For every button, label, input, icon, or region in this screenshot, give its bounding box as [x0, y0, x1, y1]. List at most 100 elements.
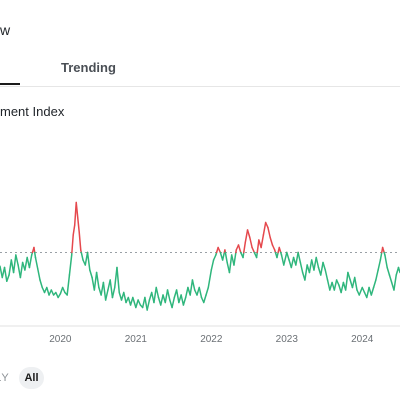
series-segment [95, 271, 100, 289]
series-segment [72, 224, 76, 236]
series-segment [286, 251, 290, 261]
series-segment [78, 231, 82, 251]
series-segment [104, 289, 109, 301]
series-segment [269, 236, 274, 246]
series-segment [184, 286, 189, 299]
series-segment [262, 221, 267, 236]
series-segment [166, 289, 171, 301]
series-segment [347, 271, 351, 281]
series-segment [55, 291, 59, 299]
series-segment [180, 294, 185, 306]
series-segment [33, 251, 37, 259]
series-segment [71, 234, 74, 254]
series-segment [12, 254, 17, 274]
series-segment [386, 266, 391, 276]
series-segment [251, 246, 256, 254]
series-segment [66, 274, 71, 296]
series-segment [116, 266, 120, 294]
series-segment [243, 241, 247, 254]
series-segment [370, 286, 375, 296]
series-segment [191, 279, 196, 291]
series-segment [295, 251, 299, 266]
series-segment [171, 296, 176, 309]
series-segment [358, 286, 364, 296]
series-segment [3, 266, 8, 282]
series-segment [111, 286, 116, 299]
series-segment [36, 268, 41, 281]
series-segment [217, 246, 222, 254]
series-segment [75, 201, 79, 219]
series-segment [137, 299, 142, 306]
page-title: w [0, 22, 11, 38]
tab-active[interactable] [0, 60, 28, 85]
series-segment [353, 276, 358, 291]
x-tick-label: 2023 [276, 334, 299, 345]
series-segment [246, 229, 251, 239]
series-segment [182, 296, 187, 306]
series-segment [76, 216, 80, 234]
series-segment [340, 281, 345, 294]
series-segment [308, 259, 313, 274]
series-segment [283, 251, 288, 266]
series-segment [375, 269, 379, 281]
series-segment [39, 279, 44, 289]
series-segment [322, 261, 327, 271]
series-segment [50, 289, 55, 296]
range-all-button[interactable]: All [19, 367, 44, 389]
series-segment [109, 279, 114, 299]
series-segment [224, 251, 228, 264]
series-segment [205, 286, 210, 296]
series-segment [146, 299, 151, 311]
series-segment [68, 254, 73, 276]
series-segment [372, 279, 377, 289]
series-segment [207, 269, 213, 289]
series-segment [384, 254, 388, 269]
series-segment [155, 286, 160, 299]
tab-trending[interactable]: Trending [61, 60, 116, 75]
series-segment [46, 286, 50, 296]
series-segment [135, 299, 139, 309]
series-segment [80, 251, 84, 261]
series-segment [210, 259, 215, 271]
series-segment [6, 274, 10, 282]
x-tick-labels: 2020 2021 2022 2023 2024 [49, 334, 374, 345]
series-segment [278, 246, 282, 254]
series-segment [326, 279, 331, 291]
series-segment [132, 296, 137, 309]
series-segment [0, 265, 4, 279]
series-segment [242, 251, 245, 259]
series-segment [344, 271, 349, 291]
series-segment [19, 261, 24, 279]
series-segment [233, 251, 237, 266]
series-segment [255, 251, 259, 259]
series-segment [123, 291, 127, 304]
series-segment [93, 271, 98, 291]
x-tick-label: 2024 [351, 334, 374, 345]
series-segment [249, 236, 253, 249]
series-segment [203, 294, 207, 304]
series-segment [304, 264, 308, 281]
series-segment [59, 286, 64, 295]
x-tick-label: 2020 [49, 334, 72, 345]
series-segment [164, 289, 169, 304]
series-segment [290, 256, 295, 269]
series-segment [198, 286, 203, 299]
series-segment [244, 229, 249, 244]
series-segment [228, 254, 233, 274]
series-segment [388, 274, 393, 284]
series-segment [24, 256, 28, 271]
range-1y-button[interactable]: 1Y [0, 372, 9, 384]
series-segment [333, 279, 338, 291]
series-segment [175, 289, 180, 304]
series-segment [86, 251, 91, 271]
series-segment [34, 256, 39, 270]
series-segment [393, 274, 397, 291]
series-segment [28, 254, 33, 269]
series-segment [335, 279, 340, 286]
x-tick-label: 2022 [200, 334, 223, 345]
series-segment [89, 269, 93, 279]
series-segment [381, 246, 385, 254]
series-segment [256, 239, 260, 254]
